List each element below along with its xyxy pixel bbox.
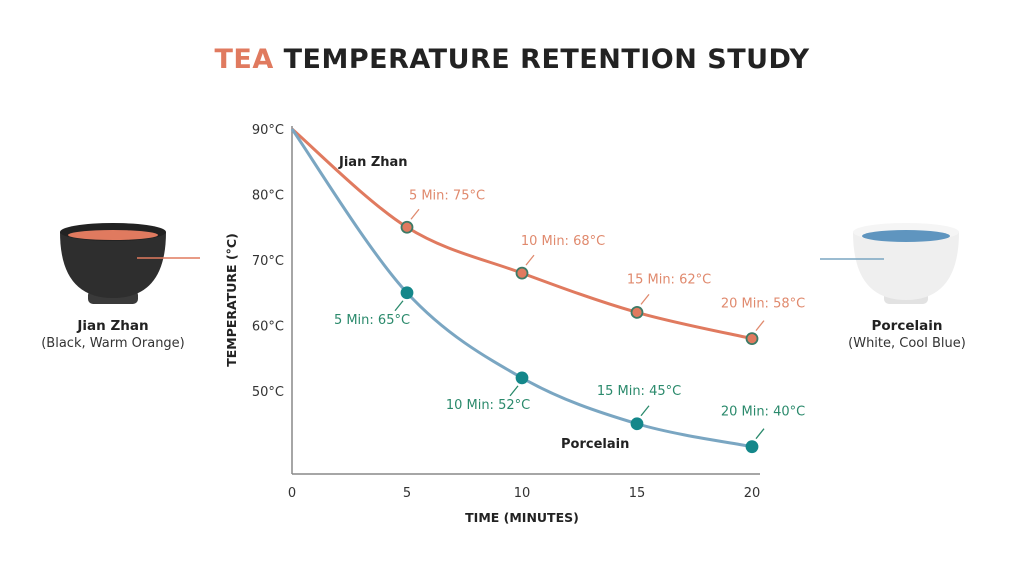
data-label: 20 Min: 58°C: [721, 297, 805, 312]
label-leader-line: [509, 385, 519, 397]
x-tick-label: 10: [514, 486, 531, 501]
label-leader-line: [640, 405, 650, 417]
data-point: [400, 286, 414, 300]
label-leader-line: [755, 428, 765, 440]
x-axis-label: TIME (MINUTES): [465, 510, 579, 525]
data-label: 10 Min: 52°C: [446, 398, 530, 413]
label-leader-line: [410, 208, 420, 220]
y-axis-label: TEMPERATURE (°C): [224, 233, 239, 367]
data-label: 5 Min: 65°C: [334, 313, 410, 328]
jian-zhan-caption: Jian Zhan (Black, Warm Orange): [41, 318, 185, 351]
porcelain-cup-icon: [820, 223, 959, 304]
x-tick-label: 5: [403, 486, 411, 501]
x-tick-label: 20: [744, 486, 761, 501]
data-label: 15 Min: 62°C: [627, 272, 711, 287]
series-line-porcelain: [290, 128, 753, 449]
data-point: [515, 371, 529, 385]
label-leader-line: [394, 300, 404, 312]
data-point: [630, 305, 644, 319]
y-tick-label: 90°C: [252, 123, 284, 138]
data-label: 20 Min: 40°C: [721, 405, 805, 420]
label-leader-line: [755, 320, 765, 332]
y-tick-label: 50°C: [252, 385, 284, 400]
y-tick-label: 70°C: [252, 254, 284, 269]
porcelain-caption: Porcelain (White, Cool Blue): [848, 318, 966, 351]
x-tick-label: 15: [629, 486, 646, 501]
series-label-jian-zhan: Jian Zhan: [338, 155, 408, 170]
data-point: [400, 220, 414, 234]
data-point: [515, 266, 529, 280]
y-tick-label: 60°C: [252, 320, 284, 335]
chart-title: TEA TEMPERATURE RETENTION STUDY: [214, 44, 810, 75]
y-tick-label: 80°C: [252, 189, 284, 204]
data-point: [630, 417, 644, 431]
data-label: 15 Min: 45°C: [597, 384, 681, 399]
jian-zhan-cup-icon: [60, 223, 200, 304]
data-point: [745, 332, 759, 346]
label-leader-line: [640, 293, 650, 305]
series-label-porcelain: Porcelain: [561, 437, 629, 452]
x-tick-label: 0: [288, 486, 296, 501]
data-point: [745, 440, 759, 454]
data-label: 10 Min: 68°C: [521, 234, 605, 249]
data-label: 5 Min: 75°C: [409, 188, 485, 203]
label-leader-line: [525, 254, 535, 266]
